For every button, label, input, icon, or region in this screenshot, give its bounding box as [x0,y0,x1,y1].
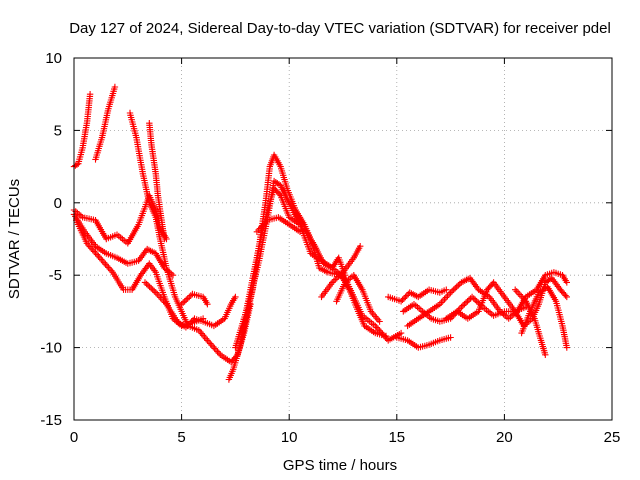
series-track-17 [393,334,454,351]
chart-title: Day 127 of 2024, Sidereal Day-to-day VTE… [69,20,611,37]
y-tick-label: 10 [45,50,62,67]
series-markers [518,283,570,351]
series-track-15 [333,272,383,325]
series-markers [126,109,254,366]
x-tick-label: 10 [281,429,298,446]
series-track-20 [443,274,570,330]
series-track-5 [73,217,207,330]
y-axis-label: SDTVAR / TECUs [6,179,23,299]
axes: 0 5 10 15 20 25 -15 -10 -5 0 5 10 [40,50,620,446]
series-markers [393,334,454,351]
series-track-9 [178,290,211,308]
series-track-7 [146,120,168,243]
series-markers [333,272,383,325]
series-markers [443,274,570,330]
y-tick-label: 0 [54,195,62,212]
series-track-14 [318,243,364,301]
series-markers [141,279,239,331]
y-tick-label: -10 [40,340,62,357]
series-track-10 [225,151,390,383]
x-tick-label: 20 [496,429,513,446]
series-markers [178,290,211,308]
x-axis-label: GPS time / hours [283,457,397,474]
series-markers [385,286,450,305]
series-track-13 [253,214,304,235]
series-markers [318,243,364,301]
grid-lines [74,58,612,420]
x-tick-label: 15 [388,429,405,446]
y-tick-label: -15 [40,412,62,429]
series-markers [92,83,119,163]
x-tick-label: 25 [604,429,621,446]
x-tick-label: 5 [177,429,185,446]
data-marks [70,83,570,383]
series-track-16 [385,286,450,305]
series-markers [225,151,390,383]
series-markers [253,214,304,235]
series-markers [238,185,349,337]
series-track-22 [518,283,570,351]
series-track-2 [92,83,119,163]
series-track-12 [238,185,349,337]
series-markers [146,120,168,243]
series-markers [73,217,207,330]
y-tick-label: 5 [54,122,62,139]
series-track-8 [141,279,239,331]
y-tick-label: -5 [49,267,62,284]
series-track-6 [126,109,254,366]
x-tick-label: 0 [70,429,78,446]
plot-frame [73,57,613,421]
